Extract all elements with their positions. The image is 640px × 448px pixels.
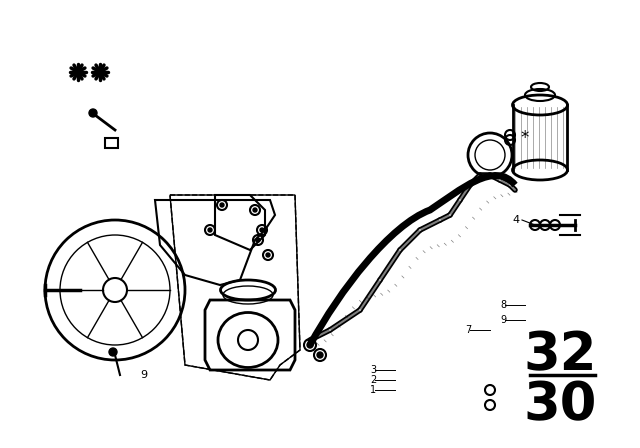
Text: 8: 8	[500, 300, 506, 310]
Text: 9: 9	[500, 315, 506, 325]
Text: 32: 32	[524, 329, 596, 381]
Text: 4: 4	[513, 215, 520, 225]
Text: 2: 2	[370, 375, 376, 385]
Circle shape	[260, 228, 264, 232]
Circle shape	[256, 238, 260, 242]
Text: *: *	[521, 129, 529, 147]
Circle shape	[266, 253, 270, 257]
Circle shape	[307, 342, 313, 348]
Circle shape	[89, 109, 97, 117]
Circle shape	[109, 348, 117, 356]
Text: 30: 30	[524, 379, 596, 431]
Text: 7: 7	[465, 325, 471, 335]
Circle shape	[208, 228, 212, 232]
Circle shape	[317, 352, 323, 358]
Text: 3: 3	[370, 365, 376, 375]
Circle shape	[220, 203, 224, 207]
Text: 9: 9	[140, 370, 147, 380]
Circle shape	[253, 208, 257, 212]
Text: 1: 1	[370, 385, 376, 395]
